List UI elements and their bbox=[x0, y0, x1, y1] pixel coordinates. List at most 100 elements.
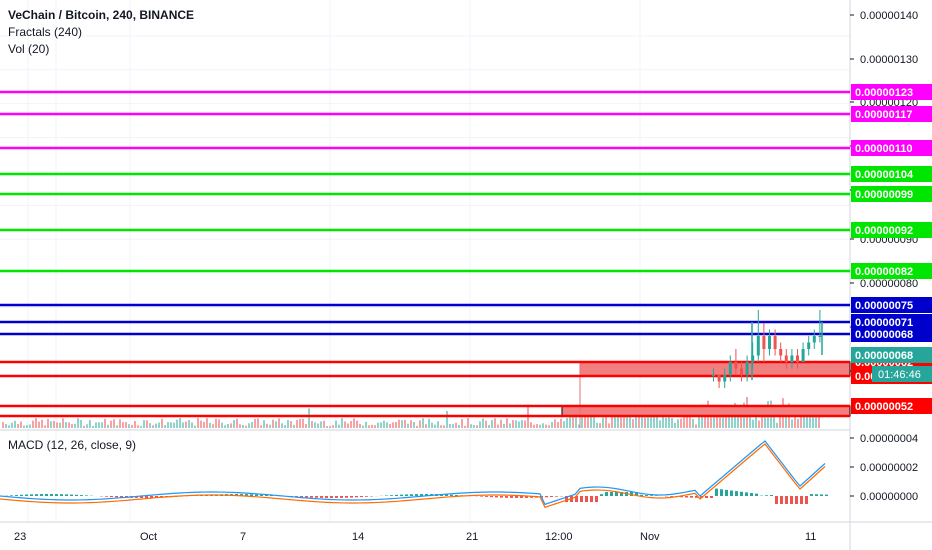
level-tag-0.00000052[interactable] bbox=[851, 398, 932, 414]
level-tag-0.00000123[interactable] bbox=[851, 84, 932, 100]
candle[interactable] bbox=[745, 362, 749, 375]
volume-bar bbox=[710, 417, 712, 428]
macd-histogram-bar bbox=[320, 496, 323, 498]
volume-bar bbox=[410, 420, 412, 428]
volume-bar bbox=[191, 422, 193, 428]
candle[interactable] bbox=[807, 342, 811, 350]
volume-bar bbox=[287, 420, 289, 428]
volume-bar bbox=[68, 422, 70, 428]
candle[interactable] bbox=[756, 336, 760, 356]
level-tag-0.00000075[interactable] bbox=[851, 297, 932, 313]
macd-histogram-bar bbox=[770, 494, 773, 496]
candle[interactable] bbox=[784, 355, 788, 363]
level-tag-0.00000068[interactable] bbox=[851, 326, 932, 342]
volume-bar bbox=[536, 424, 538, 428]
volume-bar bbox=[404, 419, 406, 428]
volume-bar bbox=[398, 419, 400, 428]
volume-bar bbox=[41, 419, 43, 428]
level-tag-0.00000117[interactable] bbox=[851, 106, 932, 122]
volume-bar bbox=[356, 420, 358, 428]
level-tag-0.00000110[interactable] bbox=[851, 140, 932, 156]
volume-bar bbox=[182, 422, 184, 428]
macd-histogram-bar bbox=[480, 496, 483, 497]
macd-histogram-bar bbox=[590, 496, 593, 502]
volume-bar bbox=[401, 420, 403, 428]
countdown-text: 01:46:46 bbox=[878, 369, 921, 381]
volume-bar bbox=[458, 424, 460, 428]
macd-histogram-bar bbox=[725, 489, 728, 496]
volume-bar bbox=[53, 420, 55, 428]
volume-bar bbox=[560, 418, 562, 428]
macd-histogram-bar bbox=[695, 496, 698, 498]
volume-bar bbox=[245, 425, 247, 428]
macd-histogram-bar bbox=[485, 496, 488, 497]
volume-bar bbox=[113, 419, 115, 428]
macd-histogram-bar bbox=[10, 495, 13, 496]
volume-bar bbox=[185, 421, 187, 428]
macd-histogram-bar bbox=[15, 495, 18, 496]
candle[interactable] bbox=[801, 349, 805, 362]
macd-histogram-bar bbox=[145, 496, 148, 498]
candle[interactable] bbox=[717, 375, 721, 382]
volume-bar bbox=[281, 423, 283, 428]
volume-bar bbox=[20, 421, 22, 428]
countdown-tag bbox=[872, 366, 932, 382]
zone-box-lower[interactable] bbox=[561, 405, 851, 417]
volume-bar bbox=[692, 418, 694, 428]
volume-bar bbox=[221, 422, 223, 428]
macd-signal-line bbox=[0, 443, 826, 509]
candle[interactable] bbox=[790, 355, 794, 363]
volume-bar bbox=[254, 418, 256, 428]
volume-bar bbox=[671, 418, 673, 428]
macd-histogram-bar bbox=[790, 496, 793, 504]
volume-bar bbox=[488, 424, 490, 428]
candle[interactable] bbox=[728, 362, 732, 375]
volume-bar bbox=[71, 424, 73, 428]
fractals-legend[interactable]: Fractals (240) bbox=[8, 25, 83, 39]
candle[interactable] bbox=[768, 336, 771, 349]
volume-bar bbox=[143, 420, 145, 428]
zone-box-upper[interactable] bbox=[579, 361, 851, 377]
candle[interactable] bbox=[734, 362, 738, 369]
level-tag-0.00000099[interactable] bbox=[851, 186, 932, 202]
macd-legend[interactable]: MACD (12, 26, close, 9) bbox=[8, 438, 137, 452]
volume-bar bbox=[86, 424, 88, 428]
volume-bar bbox=[494, 418, 496, 428]
candle[interactable] bbox=[812, 336, 816, 343]
macd-histogram-bar bbox=[750, 493, 753, 496]
candle[interactable] bbox=[762, 336, 766, 349]
candle[interactable] bbox=[779, 349, 783, 356]
volume-bar bbox=[752, 419, 754, 428]
macd-histogram-bar bbox=[510, 496, 513, 498]
volume-legend[interactable]: Vol (20) bbox=[8, 42, 50, 56]
volume-bar bbox=[230, 423, 232, 428]
level-tag-0.00000092[interactable] bbox=[851, 222, 932, 238]
volume-bar bbox=[359, 424, 361, 428]
candle[interactable] bbox=[712, 375, 715, 376]
level-tag-0.00000104[interactable] bbox=[851, 166, 932, 182]
volume-bar bbox=[659, 420, 661, 428]
volume-bar bbox=[569, 414, 571, 428]
volume-bar bbox=[677, 419, 679, 428]
volume-bar bbox=[419, 420, 421, 428]
volume-bar bbox=[239, 424, 241, 428]
candle[interactable] bbox=[723, 375, 727, 382]
symbol-title[interactable]: VeChain / Bitcoin, 240, BINANCE bbox=[8, 8, 195, 22]
level-tag-0.00000082[interactable] bbox=[851, 263, 932, 279]
macd-histogram-bar bbox=[555, 496, 558, 497]
volume-bar bbox=[62, 418, 64, 428]
candle[interactable] bbox=[740, 368, 743, 376]
volume-bar bbox=[650, 410, 652, 428]
candle[interactable] bbox=[773, 336, 777, 349]
candle[interactable] bbox=[818, 336, 822, 337]
macd-line bbox=[0, 440, 826, 506]
volume-bar bbox=[320, 421, 322, 428]
volume-bar bbox=[65, 422, 67, 428]
volume-bar bbox=[134, 421, 136, 428]
current-price-tag[interactable] bbox=[851, 347, 932, 363]
volume-bar bbox=[167, 422, 169, 428]
candle[interactable] bbox=[796, 355, 799, 363]
volume-bar bbox=[761, 413, 763, 428]
volume-bar bbox=[296, 419, 298, 428]
